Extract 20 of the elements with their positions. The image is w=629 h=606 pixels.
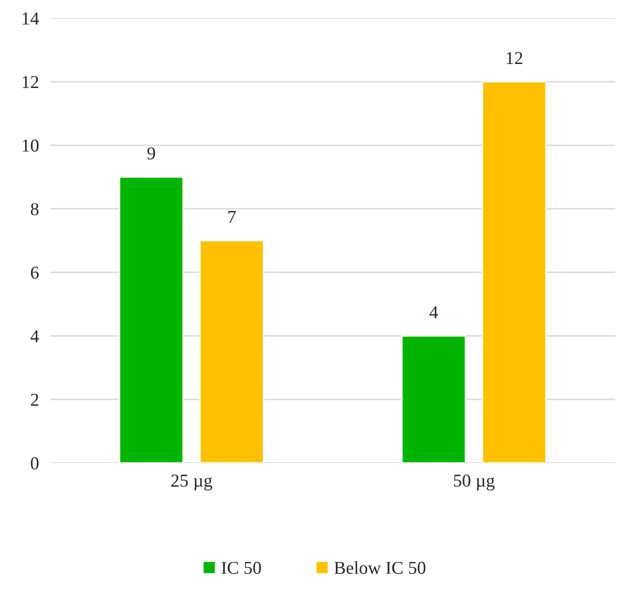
- bar: [118, 176, 184, 463]
- y-tick-label: 4: [30, 330, 39, 342]
- bar: [482, 81, 547, 463]
- y-tick-label: 8: [30, 203, 39, 216]
- bar: [401, 335, 466, 463]
- y-tick-label: 0: [30, 457, 39, 470]
- data-label: 12: [506, 52, 522, 64]
- x-tick-label: 25 µg: [171, 474, 212, 490]
- y-tick-label: 12: [22, 76, 38, 88]
- data-label: 7: [228, 211, 236, 223]
- y-tick-label: 10: [22, 140, 39, 152]
- data-label: 4: [430, 306, 438, 318]
- x-tick-label: 50 µg: [454, 474, 495, 490]
- legend-label: IC 50: [222, 562, 261, 574]
- bar: [199, 240, 264, 463]
- data-label: 9: [147, 147, 156, 160]
- y-tick-label: 6: [30, 266, 39, 279]
- legend-label: Below IC 50: [334, 561, 426, 574]
- y-tick-label: 14: [22, 12, 39, 24]
- y-tick-label: 2: [30, 394, 38, 406]
